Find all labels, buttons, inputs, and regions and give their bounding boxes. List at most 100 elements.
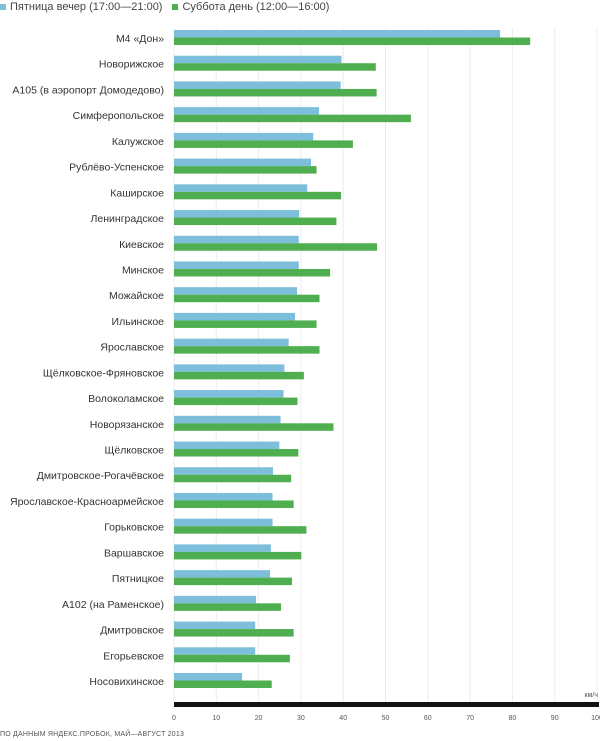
bar-friday [174,261,299,269]
bar-saturday [174,191,342,200]
category-label: Ярославское [100,342,164,354]
category-label: Киевское [119,239,164,251]
bar-saturday [174,423,334,431]
legend-item-friday: Пятница вечер (17:00—21:00) [0,1,162,13]
bar-saturday [174,654,290,663]
bar-friday [174,158,312,167]
category-label: Ленинградское [91,213,165,225]
x-tick-label: 100 [591,715,600,722]
bar-friday [174,30,501,38]
category-label: Щёлковское [105,445,165,457]
x-tick-label: 50 [382,715,390,722]
bar-saturday [174,114,411,123]
category-label: М4 «Дон» [116,33,164,45]
bar-saturday [174,294,320,303]
bar-saturday [174,603,282,611]
bar-friday [174,184,308,192]
bar-friday [174,441,280,450]
category-label: Горьковское [104,522,164,534]
bar-saturday [174,346,320,354]
category-label: Новорижское [99,59,164,71]
category-label: Пятницкое [112,573,164,585]
bar-friday [174,595,257,604]
category-label: Дмитровское [100,625,164,637]
bar-saturday [174,474,292,483]
legend-label-friday: Пятница вечер (17:00—21:00) [10,1,163,13]
bar-friday [174,492,273,501]
legend-swatch-friday [0,4,6,10]
bar-saturday [174,680,272,688]
bar-friday [174,81,341,89]
x-tick-label: 60 [424,715,432,722]
bar-saturday [174,371,304,380]
bar-saturday [174,166,317,174]
bar-friday [174,364,285,372]
category-label: Новорязанское [90,419,164,431]
x-axis-unit-label: км/ч [585,692,599,699]
bar-friday [174,647,256,655]
category-label: Рублёво-Успенское [69,162,164,174]
x-tick-label: 40 [339,715,347,722]
category-label: Каширское [110,187,164,199]
source-note: ПО ДАННЫМ ЯНДЕКС.ПРОБОК, МАЙ—АВГУСТ 2013 [0,731,185,738]
bar-friday [174,55,342,64]
category-label: Носовихинское [89,676,164,688]
bar-friday [174,518,273,527]
bar-saturday [174,449,299,457]
bar-friday [174,467,273,475]
category-label: Минское [122,264,164,276]
bar-saturday [174,397,298,406]
bar-saturday [174,268,331,277]
x-tick-label: 10 [212,715,220,722]
category-label: Ильинское [112,316,165,328]
bar-saturday [174,140,353,148]
category-label: Можайское [109,290,164,302]
x-tick-label: 70 [466,715,474,722]
category-label: Егорьевское [103,650,164,662]
bar-friday [174,390,284,398]
category-label: Щёлковское-Фряновское [43,367,164,379]
legend-label-saturday: Суббота день (12:00—16:00) [182,1,330,13]
bar-friday [174,210,300,218]
bar-saturday [174,551,302,560]
x-tick-label: 80 [509,715,517,722]
bar-friday [174,570,271,578]
legend-swatch-saturday [172,4,179,10]
x-axis-bar [174,702,599,707]
bar-friday [174,673,243,681]
bar-friday [174,235,299,244]
category-label: Симферопольское [73,110,165,122]
bar-saturday [174,526,307,534]
bar-friday [174,415,281,424]
bar-saturday [174,217,337,226]
bar-saturday [174,243,378,251]
bar-saturday [174,63,376,71]
x-tick-label: 20 [255,715,263,722]
bar-friday [174,621,256,630]
bar-friday [174,338,289,347]
bar-friday [174,312,295,321]
category-label: А105 (в аэропорт Домодедово) [12,84,164,96]
x-tick-label: 90 [551,715,559,722]
bar-friday [174,544,271,552]
x-tick-label: 30 [297,715,305,722]
category-label: А102 (на Раменское) [62,599,164,611]
bar-friday [174,287,298,295]
bar-saturday [174,37,531,45]
bar-saturday [174,88,377,97]
category-label: Калужское [112,136,164,148]
bar-saturday [174,577,293,586]
bar-friday [174,132,314,141]
category-label: Ярославское-Красноармейское [10,496,164,508]
bar-saturday [174,500,294,508]
x-tick-label: 0 [172,715,176,722]
category-label: Волоколамское [88,393,164,405]
legend: Пятница вечер (17:00—21:00) Суббота день… [0,0,329,14]
bar-saturday [174,629,294,637]
legend-item-saturday: Суббота день (12:00—16:00) [172,1,329,13]
bar-saturday [174,320,317,328]
category-label: Варшавское [104,547,164,559]
category-label: Дмитровское-Рогачёвское [37,470,164,482]
bar-friday [174,107,320,115]
